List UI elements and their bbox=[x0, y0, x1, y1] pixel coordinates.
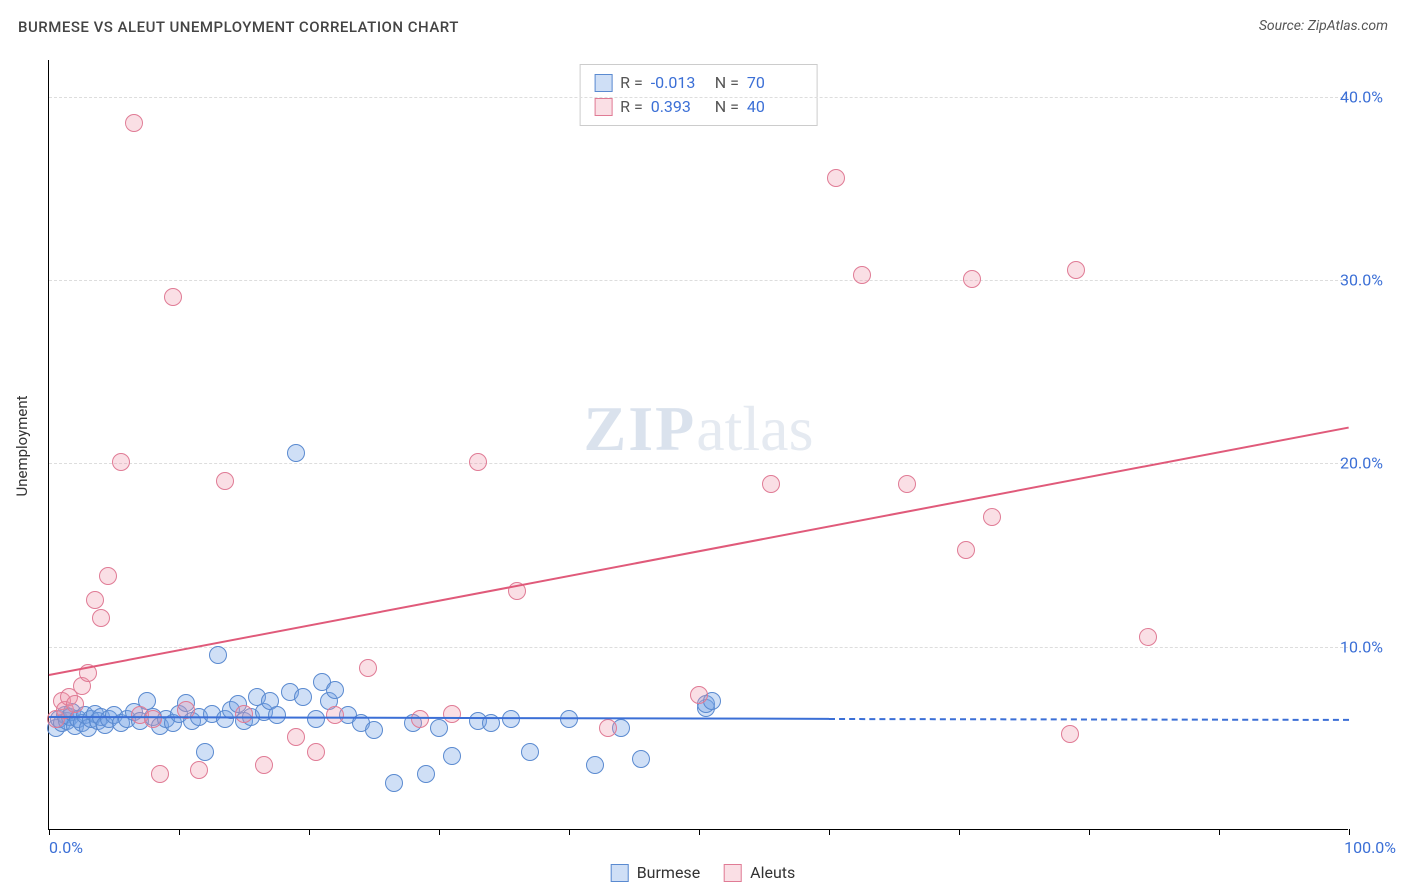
x-tick-mark bbox=[1349, 829, 1350, 835]
legend-r-label: R = bbox=[620, 95, 643, 119]
scatter-point bbox=[385, 774, 403, 792]
y-tick-label: 20.0% bbox=[1340, 454, 1400, 473]
legend-swatch bbox=[611, 864, 629, 882]
x-tick-mark bbox=[959, 829, 960, 835]
scatter-point bbox=[411, 710, 429, 728]
chart-title: BURMESE VS ALEUT UNEMPLOYMENT CORRELATIO… bbox=[18, 18, 459, 36]
scatter-point bbox=[762, 475, 780, 493]
x-tick-mark bbox=[699, 829, 700, 835]
legend-series-item: Burmese bbox=[611, 863, 700, 882]
x-tick-label: 0.0% bbox=[49, 838, 83, 857]
legend-swatch bbox=[594, 98, 612, 116]
scatter-point bbox=[287, 444, 305, 462]
scatter-point bbox=[307, 743, 325, 761]
x-tick-mark bbox=[1219, 829, 1220, 835]
legend-series-name: Burmese bbox=[637, 863, 700, 882]
scatter-point bbox=[430, 719, 448, 737]
x-tick-mark bbox=[569, 829, 570, 835]
legend-n-value: 40 bbox=[747, 95, 803, 119]
x-tick-mark bbox=[439, 829, 440, 835]
scatter-point bbox=[957, 541, 975, 559]
scatter-point bbox=[307, 710, 325, 728]
legend-r-label: R = bbox=[620, 71, 643, 95]
scatter-point bbox=[853, 266, 871, 284]
scatter-point bbox=[827, 169, 845, 187]
y-tick-label: 30.0% bbox=[1340, 271, 1400, 290]
scatter-point bbox=[963, 270, 981, 288]
legend-r-value: 0.393 bbox=[651, 95, 707, 119]
legend-n-label: N = bbox=[715, 71, 739, 95]
legend-series-name: Aleuts bbox=[750, 863, 795, 882]
legend-swatch bbox=[594, 74, 612, 92]
scatter-point bbox=[326, 681, 344, 699]
scatter-point bbox=[144, 710, 162, 728]
scatter-point bbox=[216, 472, 234, 490]
x-tick-mark bbox=[179, 829, 180, 835]
x-tick-mark bbox=[829, 829, 830, 835]
legend-row: R = -0.013 N = 70 bbox=[594, 71, 803, 95]
scatter-point bbox=[632, 750, 650, 768]
legend-r-value: -0.013 bbox=[651, 71, 707, 95]
scatter-point bbox=[255, 756, 273, 774]
scatter-point bbox=[586, 756, 604, 774]
scatter-point bbox=[151, 765, 169, 783]
scatter-point bbox=[359, 659, 377, 677]
legend-series-item: Aleuts bbox=[724, 863, 795, 882]
scatter-point bbox=[268, 706, 286, 724]
scatter-point bbox=[209, 646, 227, 664]
grid-line bbox=[49, 647, 1348, 648]
scatter-point bbox=[99, 567, 117, 585]
y-axis-label: Unemployment bbox=[13, 395, 31, 496]
scatter-point bbox=[1067, 261, 1085, 279]
legend-series: Burmese Aleuts bbox=[611, 863, 796, 882]
y-tick-label: 40.0% bbox=[1340, 87, 1400, 106]
x-tick-mark bbox=[309, 829, 310, 835]
scatter-point bbox=[1139, 628, 1157, 646]
scatter-point bbox=[112, 453, 130, 471]
scatter-point bbox=[443, 747, 461, 765]
scatter-point bbox=[521, 743, 539, 761]
scatter-point bbox=[599, 719, 617, 737]
scatter-point bbox=[66, 695, 84, 713]
scatter-point bbox=[125, 114, 143, 132]
grid-line bbox=[49, 97, 1348, 98]
scatter-point bbox=[235, 705, 253, 723]
scatter-point bbox=[86, 591, 104, 609]
watermark: ZIPatlas bbox=[584, 392, 814, 466]
scatter-point bbox=[190, 761, 208, 779]
scatter-point bbox=[287, 728, 305, 746]
scatter-point bbox=[365, 721, 383, 739]
plot-area: ZIPatlas R =-0.013N =70R =0.393N =40 10.… bbox=[48, 60, 1348, 830]
legend-correlation: R = -0.013 N = 70 R = 0.393 N = 40 bbox=[579, 64, 818, 126]
scatter-point bbox=[164, 288, 182, 306]
scatter-point bbox=[92, 609, 110, 627]
scatter-point bbox=[983, 508, 1001, 526]
legend-swatch bbox=[724, 864, 742, 882]
x-tick-label: 100.0% bbox=[1344, 838, 1396, 857]
scatter-point bbox=[1061, 725, 1079, 743]
grid-line bbox=[49, 280, 1348, 281]
scatter-point bbox=[469, 453, 487, 471]
watermark-rest: atlas bbox=[696, 393, 813, 464]
legend-row: R = 0.393 N = 40 bbox=[594, 95, 803, 119]
legend-n-label: N = bbox=[715, 95, 739, 119]
y-tick-label: 10.0% bbox=[1340, 637, 1400, 656]
scatter-point bbox=[443, 705, 461, 723]
scatter-point bbox=[294, 688, 312, 706]
scatter-point bbox=[898, 475, 916, 493]
legend-n-value: 70 bbox=[747, 71, 803, 95]
x-tick-mark bbox=[49, 829, 50, 835]
scatter-point bbox=[326, 706, 344, 724]
watermark-zip: ZIP bbox=[584, 393, 697, 464]
scatter-point bbox=[417, 765, 435, 783]
trend-line bbox=[829, 718, 1349, 721]
scatter-point bbox=[196, 743, 214, 761]
scatter-point bbox=[690, 686, 708, 704]
x-tick-mark bbox=[1089, 829, 1090, 835]
source-label: Source: ZipAtlas.com bbox=[1259, 18, 1388, 34]
